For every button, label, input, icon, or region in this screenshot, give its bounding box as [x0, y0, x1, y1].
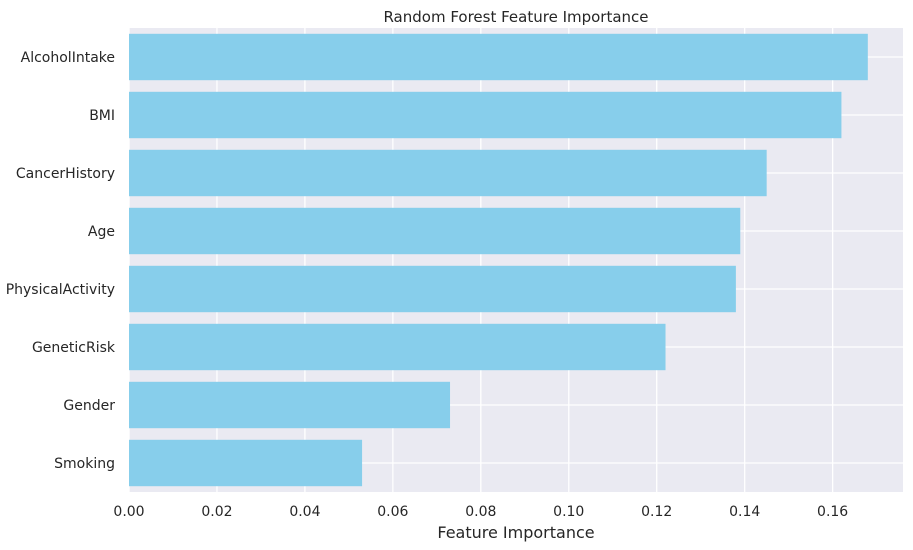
bar-cancerhistory	[129, 150, 767, 196]
x-tick-label: 0.06	[377, 504, 408, 520]
bar-gender	[129, 382, 450, 428]
x-tick-labels: 0.00 0.02 0.04 0.06 0.08 0.10 0.12 0.14 0.16	[113, 504, 848, 520]
bar-alcoholintake	[129, 34, 868, 80]
bar-physicalactivity	[129, 266, 736, 312]
chart-title: Random Forest Feature Importance	[383, 8, 648, 26]
bar-age	[129, 208, 740, 254]
x-axis-label: Feature Importance	[437, 523, 594, 542]
x-tick-label: 0.14	[729, 504, 760, 520]
bar-geneticrisk	[129, 324, 666, 370]
x-tick-label: 0.12	[641, 504, 672, 520]
y-tick-labels: AlcoholIntake BMI CancerHistory Age Physical…	[6, 50, 116, 472]
y-tick-label: AlcoholIntake	[21, 50, 115, 66]
bar-smoking	[129, 440, 362, 486]
x-tick-label: 0.10	[553, 504, 584, 520]
y-tick-label: PhysicalActivity	[6, 282, 115, 298]
y-tick-label: Smoking	[54, 456, 115, 472]
y-tick-label: BMI	[89, 108, 115, 124]
x-tick-label: 0.00	[113, 504, 144, 520]
x-tick-label: 0.04	[289, 504, 320, 520]
bar-bmi	[129, 92, 841, 138]
x-tick-label: 0.16	[817, 504, 848, 520]
y-tick-label: GeneticRisk	[32, 340, 116, 356]
x-tick-label: 0.08	[465, 504, 496, 520]
y-tick-label: Age	[88, 224, 115, 240]
x-tick-label: 0.02	[201, 504, 232, 520]
y-tick-label: Gender	[63, 398, 115, 414]
y-tick-label: CancerHistory	[16, 166, 115, 182]
